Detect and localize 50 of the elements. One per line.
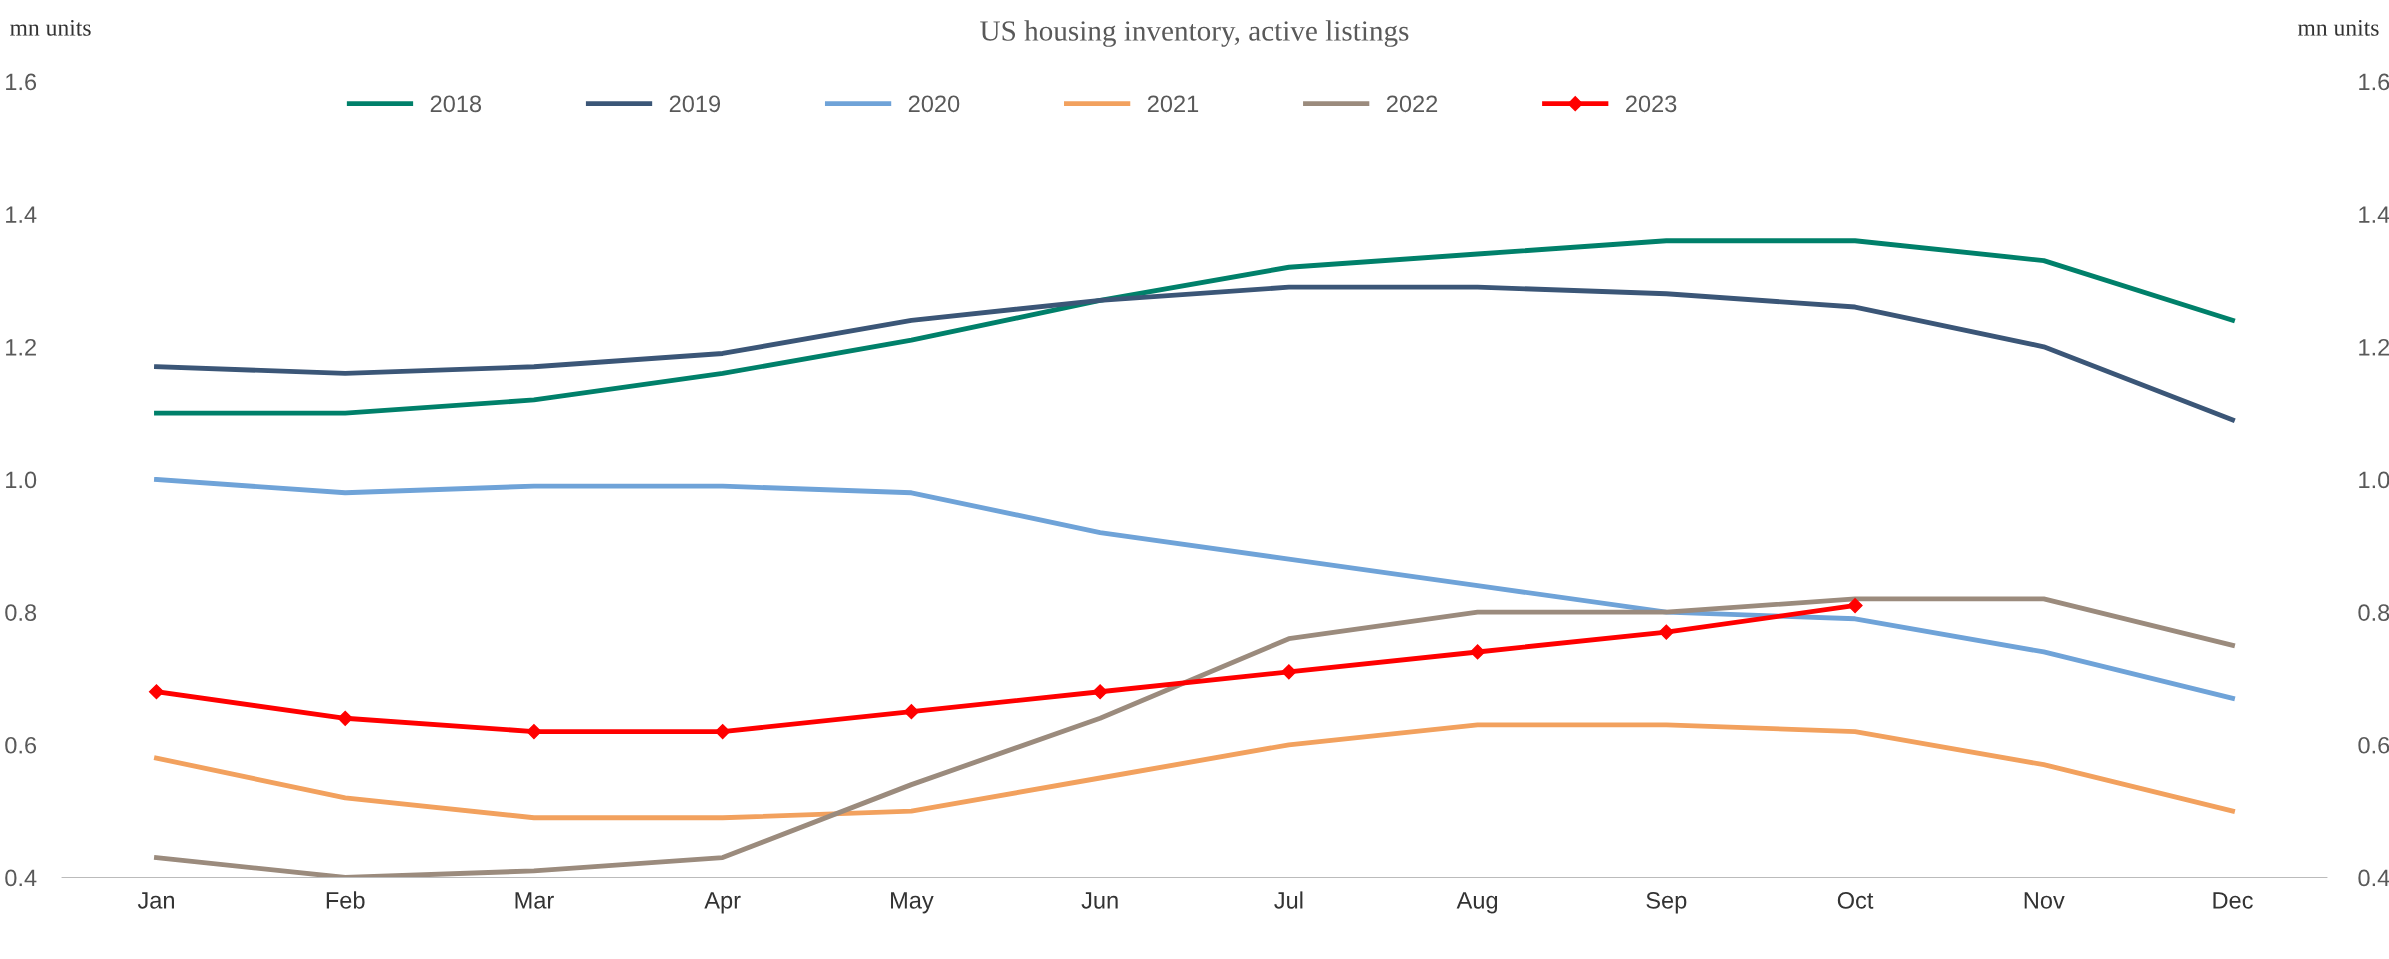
- x-tick-label: May: [891, 892, 934, 914]
- point: [337, 710, 353, 726]
- y2-tick-label: 0.4: [2358, 869, 2389, 887]
- x-tick-label: Oct: [1837, 892, 1874, 909]
- x-tick-label: Jul: [1274, 891, 1303, 909]
- legend-label: 2019: [669, 95, 721, 113]
- y2-tick-label: 1.6: [2359, 73, 2389, 91]
- x-tick-label: Dec: [2213, 892, 2253, 909]
- y2-tick-label: 0.6: [2358, 736, 2389, 754]
- x-tick-label: Jun: [1081, 892, 1118, 909]
- line-series: [154, 284, 2235, 423]
- legend-label: 2023: [1626, 95, 1677, 113]
- x-tick-label: Nov: [2024, 892, 2065, 909]
- y-tick-label: 0.8: [5, 604, 37, 621]
- line-series: [154, 722, 2235, 821]
- x-tick-label: Aug: [1456, 892, 1498, 914]
- x-tick-label: Feb: [326, 891, 365, 909]
- y-tick-label: 1.2: [6, 338, 36, 356]
- point: [1092, 684, 1108, 700]
- point: [903, 704, 919, 720]
- point: [1658, 624, 1674, 640]
- y-tick-label: 0.6: [5, 736, 37, 754]
- point: [715, 723, 731, 740]
- y2-tick-label: 1.0: [2359, 471, 2389, 489]
- y2-axis-title: mn units: [2297, 19, 2379, 36]
- legend-label: 2022: [1386, 95, 1438, 113]
- y-tick-label: 0.4: [5, 869, 37, 887]
- y2-tick-label: 1.4: [2359, 206, 2389, 223]
- x-tick-label: Mar: [515, 892, 554, 909]
- legend-label: 2018: [430, 95, 482, 113]
- y-axis-title: mn units: [10, 19, 91, 36]
- x-tick-label: Apr: [704, 892, 741, 914]
- point: [1281, 664, 1297, 680]
- y-tick-label: 1.6: [6, 73, 37, 91]
- x-tick-label: Sep: [1646, 892, 1687, 914]
- y-tick-label: 1.0: [6, 471, 37, 489]
- x-tick-label: Jan: [137, 892, 174, 909]
- point: [526, 723, 542, 740]
- y2-tick-label: 0.8: [2358, 604, 2389, 621]
- legend-label: 2020: [908, 95, 960, 113]
- line-series: [154, 596, 2235, 878]
- point: [1847, 597, 1863, 614]
- line-series: [154, 238, 2235, 416]
- y2-tick-label: 1.2: [2359, 338, 2389, 356]
- point: [1470, 644, 1486, 660]
- line-series: [154, 477, 2235, 701]
- y-tick-label: 1.4: [6, 206, 37, 223]
- point: [148, 684, 165, 700]
- legend-label: 2021: [1147, 95, 1199, 113]
- chart-title: US housing inventory, active listings: [980, 20, 1409, 47]
